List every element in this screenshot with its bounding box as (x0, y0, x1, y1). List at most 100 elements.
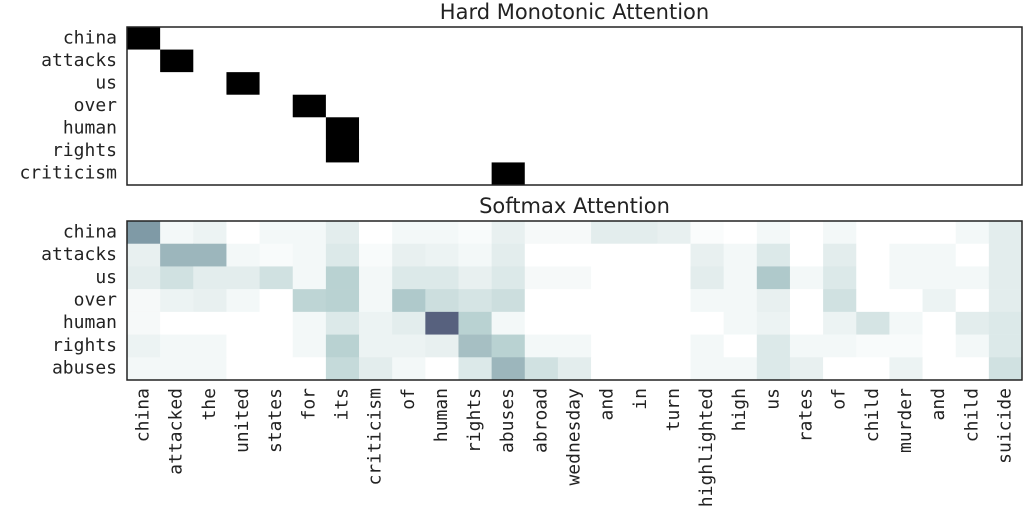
heatmap-cell (193, 72, 227, 96)
heatmap-cell (292, 357, 327, 381)
heatmap-cell (591, 94, 625, 118)
heatmap-cell (690, 357, 724, 381)
heatmap-cell (127, 334, 161, 358)
x-tick-label: china (133, 388, 154, 442)
y-tick-label: rights (52, 335, 117, 356)
heatmap-cell (657, 357, 691, 381)
heatmap-cell (226, 266, 260, 290)
heatmap-cell (988, 49, 1023, 73)
heatmap-cell (425, 357, 459, 381)
heatmap-cell (557, 49, 592, 73)
heatmap-cell (259, 311, 294, 335)
heatmap-cell (425, 266, 459, 290)
heatmap-cell (392, 334, 426, 358)
heatmap-cell (657, 221, 691, 245)
heatmap-cell (856, 289, 890, 313)
heatmap-cell (458, 117, 492, 141)
heatmap-cell (856, 357, 890, 381)
heatmap-cell (259, 334, 294, 358)
heatmap-cell (690, 94, 724, 118)
heatmap-cell (259, 243, 294, 267)
x-tick-label: attacked (166, 388, 187, 475)
heatmap-cell (789, 117, 824, 141)
heatmap-cell (756, 162, 791, 186)
heatmap-cell (823, 334, 857, 358)
heatmap-cell (392, 49, 426, 73)
y-tick-label: attacks (41, 244, 117, 265)
heatmap-cell (193, 49, 227, 73)
heatmap-cell (557, 289, 592, 313)
heatmap-cell (226, 311, 260, 335)
x-tick-label: criticism (365, 388, 386, 486)
heatmap-cell (988, 94, 1023, 118)
heatmap-cell (889, 221, 923, 245)
heatmap-cell (889, 139, 923, 163)
x-tick-label: of (398, 388, 419, 410)
heatmap-cell (458, 72, 492, 96)
heatmap-cell (591, 27, 625, 50)
heatmap-cell (524, 311, 559, 335)
heatmap-cell (491, 72, 526, 96)
heatmap-cell (392, 311, 426, 335)
heatmap-cell (292, 27, 327, 50)
heatmap-cell (856, 94, 890, 118)
heatmap-cell (624, 334, 658, 358)
heatmap-cell (491, 27, 526, 50)
heatmap-cell (425, 117, 459, 141)
heatmap-cell (889, 311, 923, 335)
heatmap-cell (458, 357, 492, 381)
heatmap-cell (789, 357, 824, 381)
heatmap-cell (127, 72, 161, 96)
heatmap-cell (823, 311, 857, 335)
heatmap-cell (193, 266, 227, 290)
heatmap-cell (425, 139, 459, 163)
heatmap-cell (690, 311, 724, 335)
heatmap-cell (226, 72, 260, 96)
heatmap-cell (889, 266, 923, 290)
heatmap-cell (789, 289, 824, 313)
heatmap-cell (557, 94, 592, 118)
heatmap-cell (789, 139, 824, 163)
heatmap-cell (756, 243, 791, 267)
heatmap-cell (160, 72, 194, 96)
heatmap-cell (259, 94, 294, 118)
heatmap-cell (624, 311, 658, 335)
heatmap-cell (823, 162, 857, 186)
heatmap-cell (889, 117, 923, 141)
heatmap-cell (193, 94, 227, 118)
heatmap-cell (955, 334, 990, 358)
heatmap-cell (624, 266, 658, 290)
heatmap-cell (392, 289, 426, 313)
heatmap-cell (823, 117, 857, 141)
y-tick-label: china (63, 27, 117, 48)
heatmap-cell (789, 243, 824, 267)
heatmap-cell (624, 289, 658, 313)
heatmap-cell (458, 49, 492, 73)
heatmap-cell (789, 27, 824, 50)
x-tick-label: rates (796, 388, 817, 442)
chart-title: Hard Monotonic Attention (440, 0, 709, 24)
heatmap-cell (889, 27, 923, 50)
heatmap-cell (292, 162, 327, 186)
heatmap-cell (259, 72, 294, 96)
heatmap-cell (789, 72, 824, 96)
heatmap-cell (524, 221, 559, 245)
heatmap-cell (425, 243, 459, 267)
heatmap-cell (226, 117, 260, 141)
heatmap-cell (988, 266, 1023, 290)
heatmap-cell (392, 357, 426, 381)
heatmap-cell (690, 334, 724, 358)
heatmap-cell (292, 289, 327, 313)
heatmap-cell (524, 357, 559, 381)
heatmap-cell (789, 334, 824, 358)
heatmap-cell (193, 357, 227, 381)
heatmap-cell (259, 117, 294, 141)
heatmap-cell (292, 243, 327, 267)
heatmap-cell (491, 139, 526, 163)
heatmap-cell (756, 72, 791, 96)
heatmap-cell (160, 311, 194, 335)
y-tick-label: china (63, 221, 117, 242)
heatmap-cell (624, 27, 658, 50)
heatmap-cell (491, 243, 526, 267)
heatmap-cell (690, 243, 724, 267)
